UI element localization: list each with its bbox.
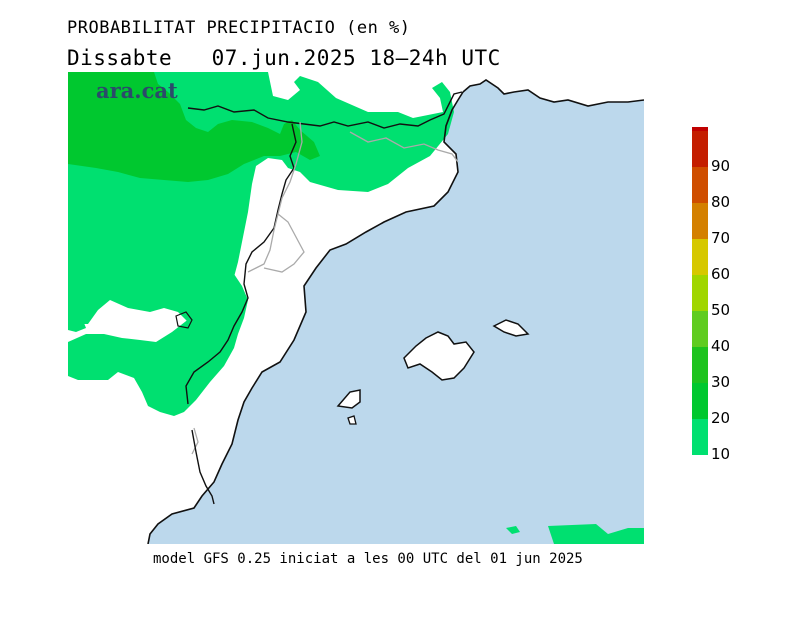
subtitle-day: Dissabte <box>67 46 173 70</box>
legend-label-90: 90 <box>711 157 731 175</box>
andorra-outline <box>175 311 193 329</box>
precipitation-map <box>68 72 644 544</box>
legend-swatch-70 <box>692 203 708 239</box>
island-formentera <box>347 415 357 425</box>
legend-swatch-40 <box>692 311 708 347</box>
legend-swatch-20 <box>692 383 708 419</box>
legend-swatch-80 <box>692 167 708 203</box>
precip-zone-20 <box>68 72 320 182</box>
precip-zone-sea-dot <box>506 526 520 534</box>
legend-label-20: 20 <box>711 409 731 427</box>
legend-label-40: 40 <box>711 337 731 355</box>
legend-label-50: 50 <box>711 301 731 319</box>
precip-zone-south <box>68 268 248 416</box>
legend-swatch-90 <box>692 131 708 167</box>
legend-swatch-50 <box>692 275 708 311</box>
precip-zone-patch <box>68 318 86 332</box>
coastline <box>147 79 644 544</box>
map-title: PROBABILITAT PRECIPITACIO (en %) <box>67 18 411 38</box>
legend-swatch-60 <box>692 239 708 275</box>
border-aragon <box>185 123 297 405</box>
map-subtitle: Dissabte 07.jun.2025 18—24h UTC <box>67 46 501 70</box>
ara-cat-logo[interactable]: ara.cat <box>96 78 178 103</box>
legend-swatch-30 <box>692 347 708 383</box>
model-info-footer: model GFS 0.25 iniciat a les 00 UTC del … <box>153 551 583 567</box>
legend-swatch-100 <box>692 127 708 131</box>
legend-label-30: 30 <box>711 373 731 391</box>
legend-label-60: 60 <box>711 265 731 283</box>
island-menorca <box>492 319 530 337</box>
legend-label-10: 10 <box>711 445 731 463</box>
legend-swatch-10 <box>692 419 708 455</box>
subtitle-date: 07.jun.2025 <box>211 46 357 70</box>
island-ibiza <box>336 389 361 409</box>
sea-area <box>148 80 644 544</box>
precip-zone-sea-south <box>548 524 644 544</box>
border-south <box>191 429 215 505</box>
legend-label-70: 70 <box>711 229 731 247</box>
legend-label-80: 80 <box>711 193 731 211</box>
border-internal-2 <box>263 213 305 273</box>
border-internal-3 <box>349 131 459 163</box>
island-mallorca <box>403 331 475 381</box>
border-internal-4 <box>191 427 199 455</box>
subtitle-period: 18—24h UTC <box>369 46 501 70</box>
border-france <box>187 91 463 129</box>
